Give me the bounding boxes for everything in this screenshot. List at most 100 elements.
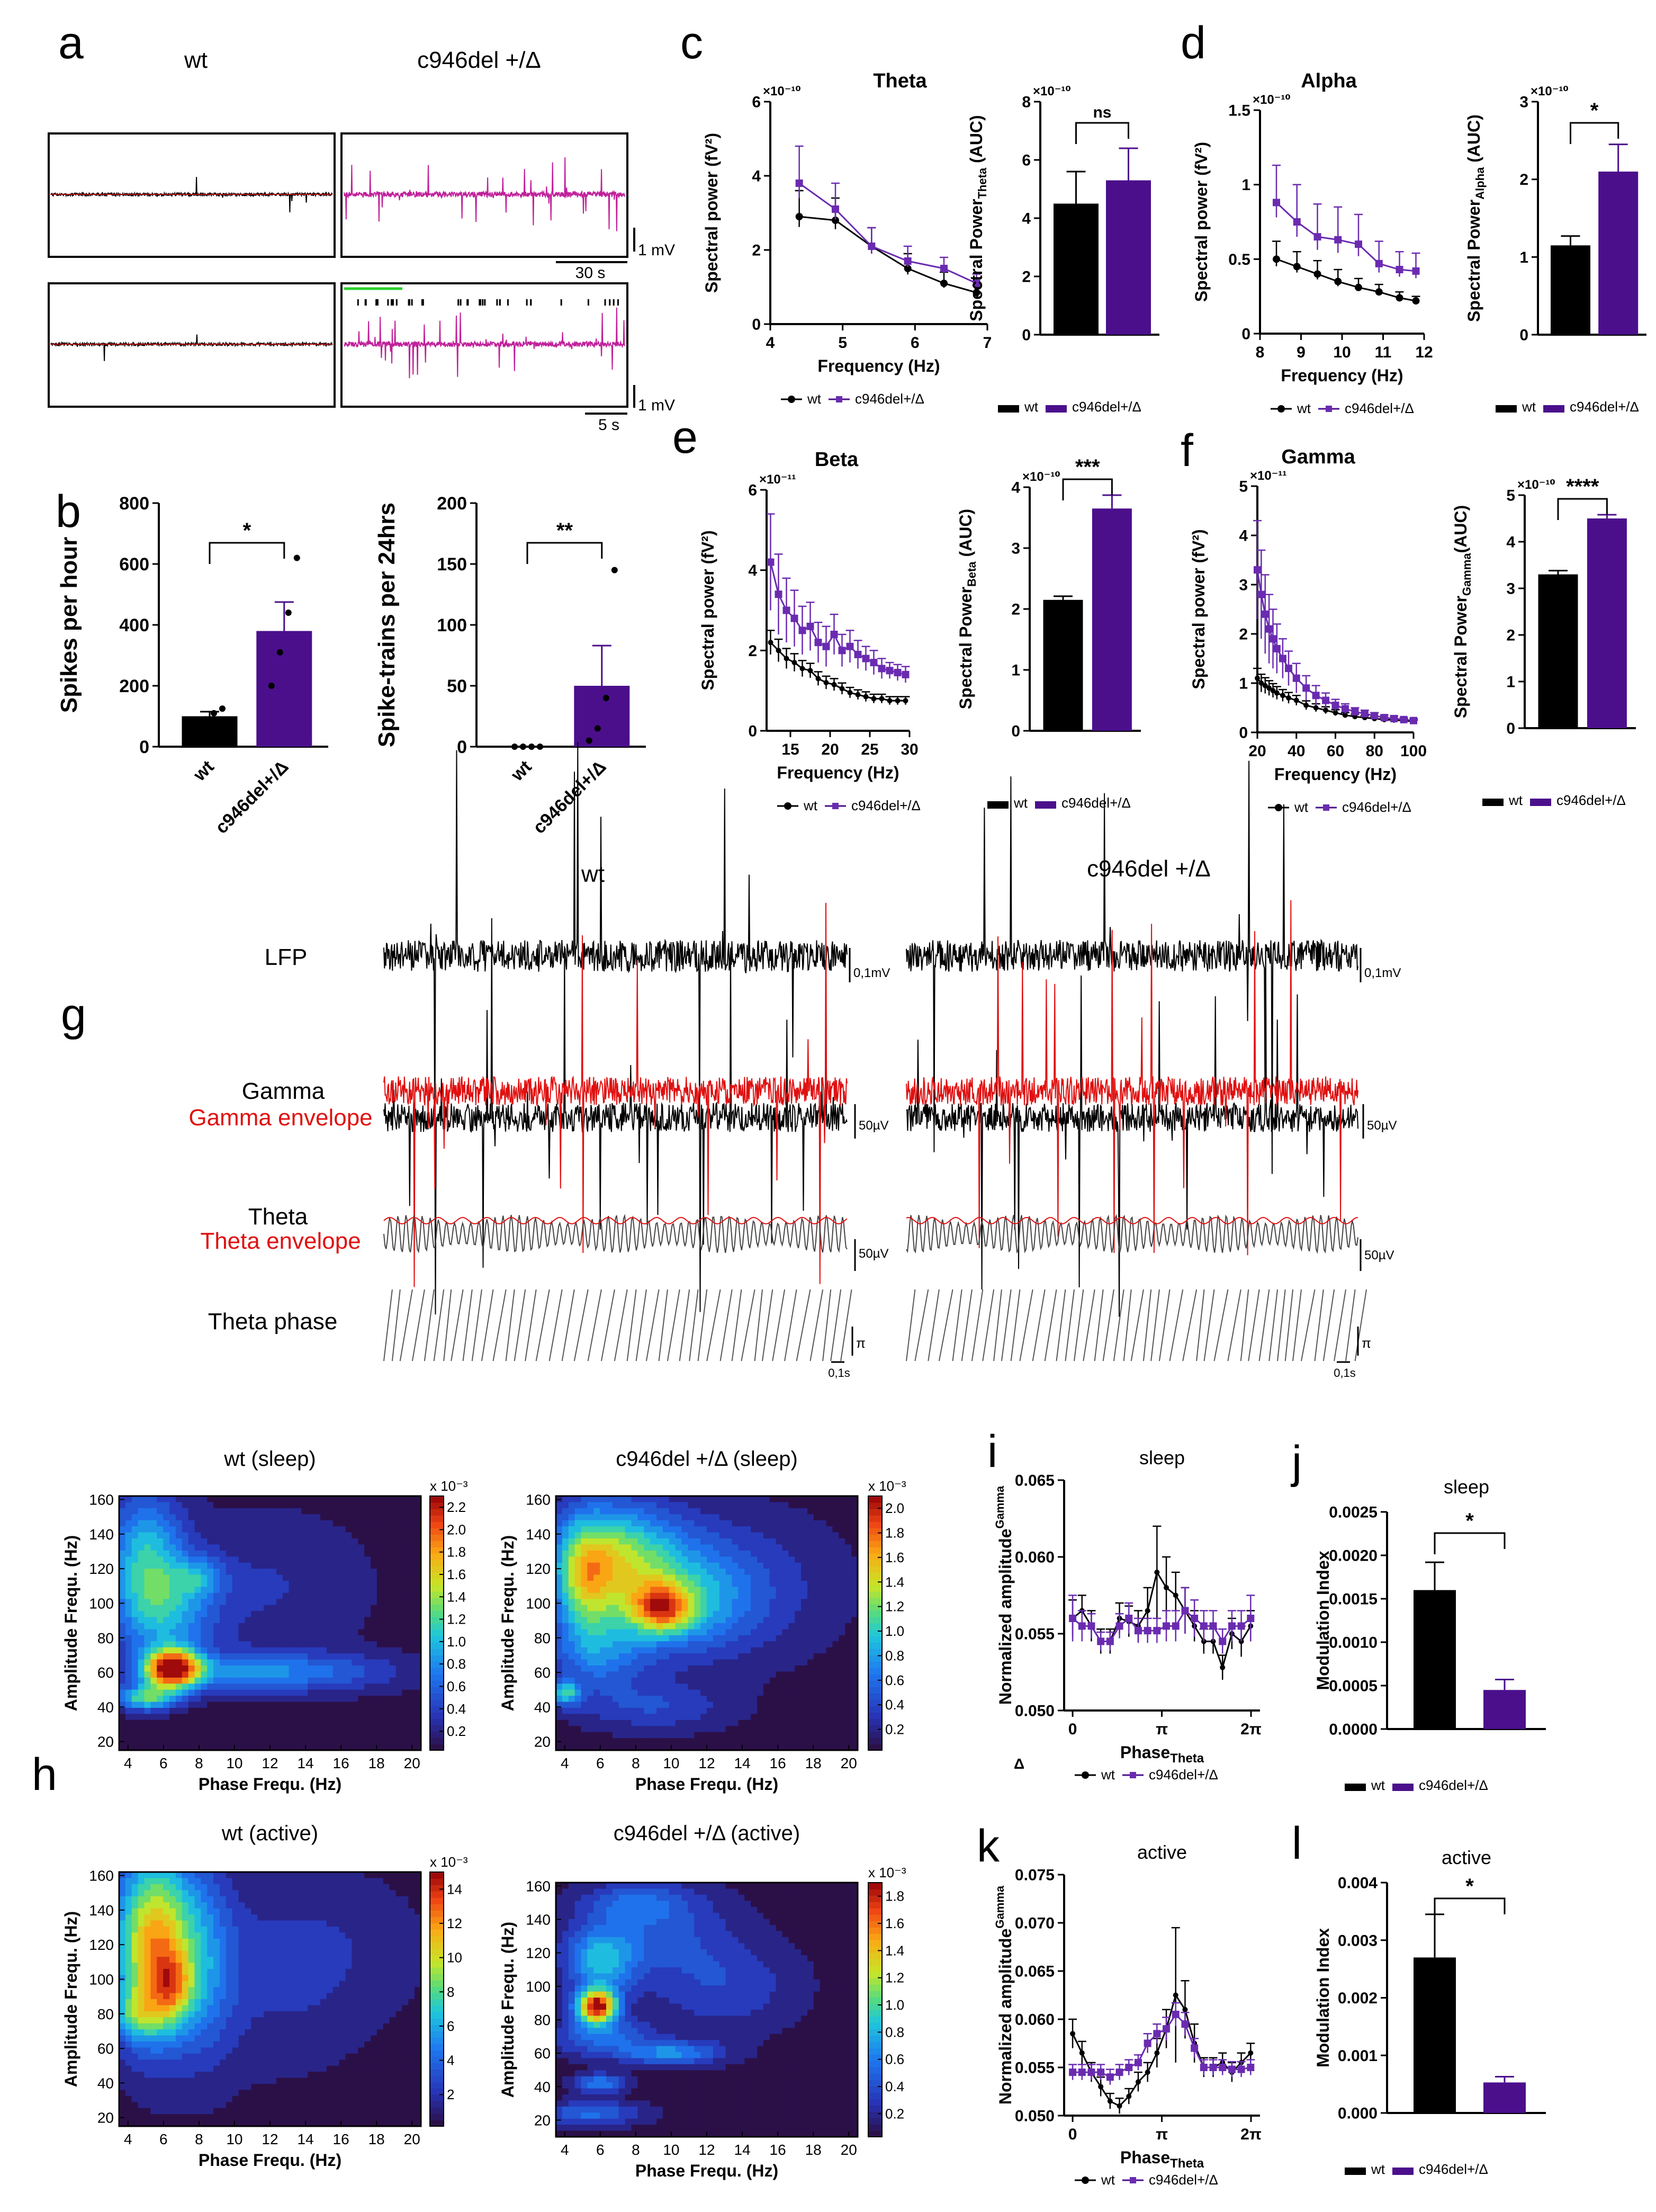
heat-cell xyxy=(725,1689,733,1696)
heat-cell xyxy=(264,1635,271,1642)
heat-cell xyxy=(295,1611,302,1618)
heat-cell xyxy=(568,1569,575,1575)
heat-cell xyxy=(644,1502,651,1509)
heat-cell xyxy=(788,1538,796,1545)
y-axis-label-main: Spectral power (fV²) xyxy=(702,133,721,293)
heat-cell xyxy=(282,1629,290,1636)
heat-cell xyxy=(593,1689,600,1696)
heat-cell xyxy=(587,1532,595,1539)
legend-marker xyxy=(1326,406,1332,412)
heat-cell xyxy=(314,1617,321,1624)
heat-cell xyxy=(251,1659,258,1666)
x-tick-label: 20 xyxy=(821,741,839,758)
heat-cell xyxy=(612,1665,619,1672)
heat-cell xyxy=(625,1665,632,1672)
heat-cell xyxy=(574,1671,582,1678)
heat-cell xyxy=(175,1726,183,1733)
scale-lfp-mut: 0,1mV xyxy=(1364,966,1401,980)
heat-cell xyxy=(700,1732,707,1739)
heat-cell xyxy=(182,1629,189,1636)
heat-cell xyxy=(245,1587,252,1593)
heat-cell xyxy=(175,1677,183,1685)
heat-cell xyxy=(270,1502,277,1509)
heat-cell xyxy=(675,1726,682,1733)
heat-cell xyxy=(182,1581,189,1588)
heat-cell xyxy=(226,1677,233,1685)
heat-cell xyxy=(556,1587,563,1593)
heat-cell xyxy=(188,1599,195,1606)
bar-wt xyxy=(1043,599,1083,731)
heat-cell xyxy=(719,1665,726,1672)
heat-cell xyxy=(238,1653,246,1660)
heat-cell xyxy=(738,1635,745,1642)
heat-cell xyxy=(232,1635,239,1642)
heat-cell xyxy=(389,1587,397,1593)
heat-cell xyxy=(276,1726,283,1733)
y-tick-label: 6 xyxy=(1022,152,1031,169)
heat-cell xyxy=(376,1550,384,1557)
heat-cell xyxy=(295,1514,302,1521)
heat-cell xyxy=(175,1671,183,1678)
heat-cell xyxy=(757,1653,764,1660)
y-exponent: ×10⁻¹⁰ xyxy=(1253,93,1291,107)
heat-cell xyxy=(182,1611,189,1618)
heat-cell xyxy=(408,1544,415,1551)
heat-cell xyxy=(669,1641,676,1648)
heat-cell xyxy=(763,1653,770,1660)
heat-cell xyxy=(276,1671,283,1678)
colorbar-tick-label: 1.8 xyxy=(447,1544,466,1560)
heat-cell xyxy=(813,1671,821,1678)
heat-cell xyxy=(175,1689,183,1696)
heat-cell xyxy=(776,1659,783,1666)
heat-cell xyxy=(782,1544,789,1551)
heat-cell xyxy=(574,1520,582,1527)
heat-cell xyxy=(820,1574,827,1581)
heat-cell xyxy=(376,1641,384,1648)
data-point-wt xyxy=(815,676,821,682)
heat-cell xyxy=(201,1665,208,1672)
y-tick-label: 20 xyxy=(97,1734,114,1750)
heat-cell xyxy=(839,1701,846,1708)
heat-cell xyxy=(600,1574,607,1581)
heat-cell xyxy=(376,1683,384,1690)
heat-cell xyxy=(656,1689,663,1696)
heat-cell xyxy=(656,1617,663,1624)
heat-cell xyxy=(207,1696,214,1703)
heat-cell xyxy=(744,1562,751,1569)
heat-cell xyxy=(301,1556,309,1563)
heat-cell xyxy=(270,1701,277,1708)
heat-cell xyxy=(282,1653,290,1660)
heat-cell xyxy=(644,1720,651,1727)
heat-cell xyxy=(389,1671,397,1678)
heat-cell xyxy=(826,1671,833,1678)
heat-cell xyxy=(358,1701,365,1708)
heat-cell xyxy=(314,1647,321,1654)
colorbar-tick-label: 1.2 xyxy=(885,1599,904,1615)
heat-cell xyxy=(587,1514,595,1521)
heat-cell xyxy=(125,1726,132,1733)
heat-cell xyxy=(782,1556,789,1563)
heat-cell xyxy=(581,1629,588,1636)
heat-cell xyxy=(845,1641,852,1648)
heat-cell xyxy=(194,1592,202,1600)
heat-cell xyxy=(769,1581,777,1588)
heat-cell xyxy=(769,1671,777,1678)
heat-cell xyxy=(650,1701,657,1708)
heat-cell xyxy=(713,1544,720,1551)
data-point-wt xyxy=(823,680,829,685)
heat-cell xyxy=(644,1689,651,1696)
heat-cell xyxy=(264,1671,271,1678)
heat-cell xyxy=(637,1641,645,1648)
heat-cell xyxy=(568,1562,575,1569)
heat-cell xyxy=(213,1689,220,1696)
heat-cell xyxy=(389,1696,397,1703)
heat-cell xyxy=(769,1738,777,1745)
heat-cell xyxy=(587,1520,595,1527)
heat-cell xyxy=(125,1520,132,1527)
heat-cell xyxy=(763,1508,770,1515)
heat-cell xyxy=(832,1738,840,1745)
heat-cell xyxy=(264,1696,271,1703)
heat-cell xyxy=(813,1696,821,1703)
heat-cell xyxy=(345,1720,353,1727)
heat-cell xyxy=(612,1726,619,1733)
